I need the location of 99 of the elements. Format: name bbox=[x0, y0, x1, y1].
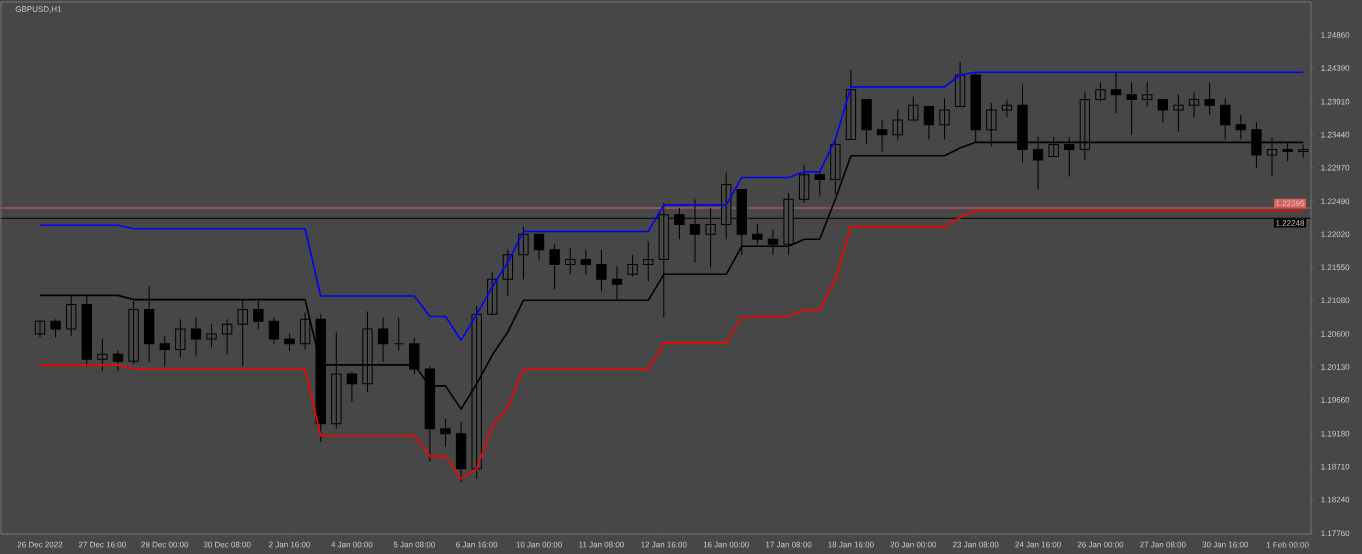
candlestick bbox=[66, 295, 77, 337]
chart-title: GBPUSD,H1 bbox=[15, 6, 62, 13]
x-tick-label: 23 Jan 08:00 bbox=[952, 541, 999, 548]
y-tick-label: 1.19660 bbox=[1321, 397, 1350, 403]
x-tick-label: 11 Jan 08:00 bbox=[579, 541, 624, 548]
candlestick bbox=[221, 318, 233, 355]
candlestick bbox=[206, 323, 217, 348]
x-tick-label: 1 Feb 00:00 bbox=[1266, 541, 1309, 548]
candlestick bbox=[1126, 81, 1137, 136]
candlestick bbox=[97, 338, 108, 372]
candlestick bbox=[362, 311, 373, 393]
x-tick-label: 26 Dec 2022 bbox=[17, 541, 63, 548]
x-tick-label: 5 Jan 08:00 bbox=[393, 541, 435, 548]
y-tick-label: 1.18240 bbox=[1321, 496, 1350, 503]
candlestick bbox=[814, 171, 825, 197]
y-tick-label: 1.22020 bbox=[1321, 231, 1350, 238]
candlestick bbox=[1220, 97, 1231, 141]
x-tick-label: 20 Jan 00:00 bbox=[890, 541, 937, 548]
candlestick bbox=[518, 226, 529, 280]
candlestick bbox=[284, 333, 295, 352]
candlestick bbox=[954, 61, 966, 108]
y-tick-label: 1.19180 bbox=[1321, 430, 1350, 437]
candlestick bbox=[1157, 99, 1169, 124]
candlestick bbox=[767, 228, 779, 256]
x-tick-label: 16 Jan 00:00 bbox=[703, 541, 749, 548]
x-tick-label: 18 Jan 16:00 bbox=[828, 541, 874, 548]
y-tick-label: 1.18710 bbox=[1321, 463, 1350, 470]
candlestick bbox=[1110, 72, 1122, 114]
candlestick bbox=[346, 371, 358, 403]
y-tick-label: 1.22490 bbox=[1321, 198, 1350, 205]
candlestick bbox=[393, 316, 404, 352]
candlestick bbox=[455, 421, 467, 483]
candlestick bbox=[1173, 94, 1184, 133]
y-tick-label: 1.23910 bbox=[1321, 98, 1350, 105]
candlestick bbox=[1204, 82, 1215, 116]
candlestick bbox=[253, 300, 264, 330]
candlestick bbox=[409, 336, 420, 375]
x-tick-label: 30 Dec 08:00 bbox=[203, 541, 251, 548]
candlestick bbox=[112, 350, 124, 372]
x-tick-label: 24 Jan 16:00 bbox=[1015, 541, 1061, 548]
candlestick bbox=[377, 316, 389, 363]
candlestick bbox=[549, 243, 560, 290]
candlestick bbox=[752, 223, 763, 245]
candlestick bbox=[440, 418, 451, 448]
candlestick bbox=[1188, 92, 1200, 119]
y-tick-label: 1.20600 bbox=[1321, 331, 1350, 337]
candlestick bbox=[611, 266, 623, 301]
x-tick-label: 2 Jan 16:00 bbox=[269, 541, 311, 548]
candlestick bbox=[1142, 81, 1153, 108]
candlestick bbox=[175, 318, 186, 358]
x-tick-label: 27 Dec 16:00 bbox=[78, 541, 126, 548]
ref-line-label: 1.22395 bbox=[1276, 200, 1305, 207]
x-tick-label: 27 Jan 08:00 bbox=[1140, 541, 1186, 548]
candlestick bbox=[159, 335, 170, 367]
candlestick bbox=[1095, 81, 1106, 103]
candlestick bbox=[892, 109, 903, 141]
x-tick-label: 4 Jan 00:00 bbox=[331, 541, 373, 548]
x-tick-label: 6 Jan 16:00 bbox=[456, 541, 498, 548]
candlestick bbox=[798, 164, 810, 204]
candlestick bbox=[1298, 143, 1309, 159]
y-tick-label: 1.21550 bbox=[1321, 264, 1350, 271]
y-tick-label: 1.21080 bbox=[1321, 297, 1350, 304]
candlestick bbox=[565, 247, 576, 275]
candlestick bbox=[939, 97, 950, 141]
candlestick bbox=[50, 318, 61, 338]
candlestick bbox=[34, 318, 46, 338]
x-tick-label: 10 Jan 00:00 bbox=[516, 541, 562, 548]
candlestick bbox=[533, 233, 545, 261]
candlestick bbox=[299, 311, 311, 350]
candlestick bbox=[908, 96, 919, 121]
y-tick-label: 1.24390 bbox=[1321, 65, 1350, 71]
candlestick bbox=[845, 69, 857, 141]
candlestick bbox=[128, 300, 139, 365]
candlestick bbox=[596, 249, 607, 292]
y-tick-label: 1.17760 bbox=[1321, 530, 1350, 537]
y-tick-label: 1.23440 bbox=[1321, 131, 1350, 138]
candlestick bbox=[143, 285, 155, 363]
candlestick bbox=[237, 299, 248, 367]
ref-line-label: 1.22248 bbox=[1276, 220, 1305, 226]
x-tick-label: 12 Jan 16:00 bbox=[641, 541, 687, 548]
candlestick bbox=[627, 254, 638, 277]
candlestick bbox=[861, 99, 872, 145]
candlestick bbox=[1235, 114, 1247, 141]
y-tick-label: 1.24860 bbox=[1321, 32, 1350, 38]
candlestick bbox=[1001, 99, 1013, 118]
x-tick-label: 29 Dec 00:00 bbox=[141, 541, 189, 548]
candlestick bbox=[876, 119, 888, 152]
y-tick-label: 1.20130 bbox=[1321, 364, 1350, 370]
x-tick-label: 26 Jan 00:00 bbox=[1077, 541, 1124, 548]
x-tick-label: 17 Jan 08:00 bbox=[766, 541, 812, 548]
candlestick bbox=[268, 316, 280, 345]
candlestick bbox=[190, 316, 202, 357]
candlestick bbox=[643, 240, 654, 282]
candlestick bbox=[923, 106, 935, 141]
candlestick bbox=[487, 271, 498, 315]
candlestick bbox=[81, 295, 92, 367]
candlestick bbox=[580, 249, 592, 275]
x-tick-label: 30 Jan 16:00 bbox=[1202, 541, 1249, 548]
y-tick-label: 1.22970 bbox=[1321, 164, 1350, 171]
